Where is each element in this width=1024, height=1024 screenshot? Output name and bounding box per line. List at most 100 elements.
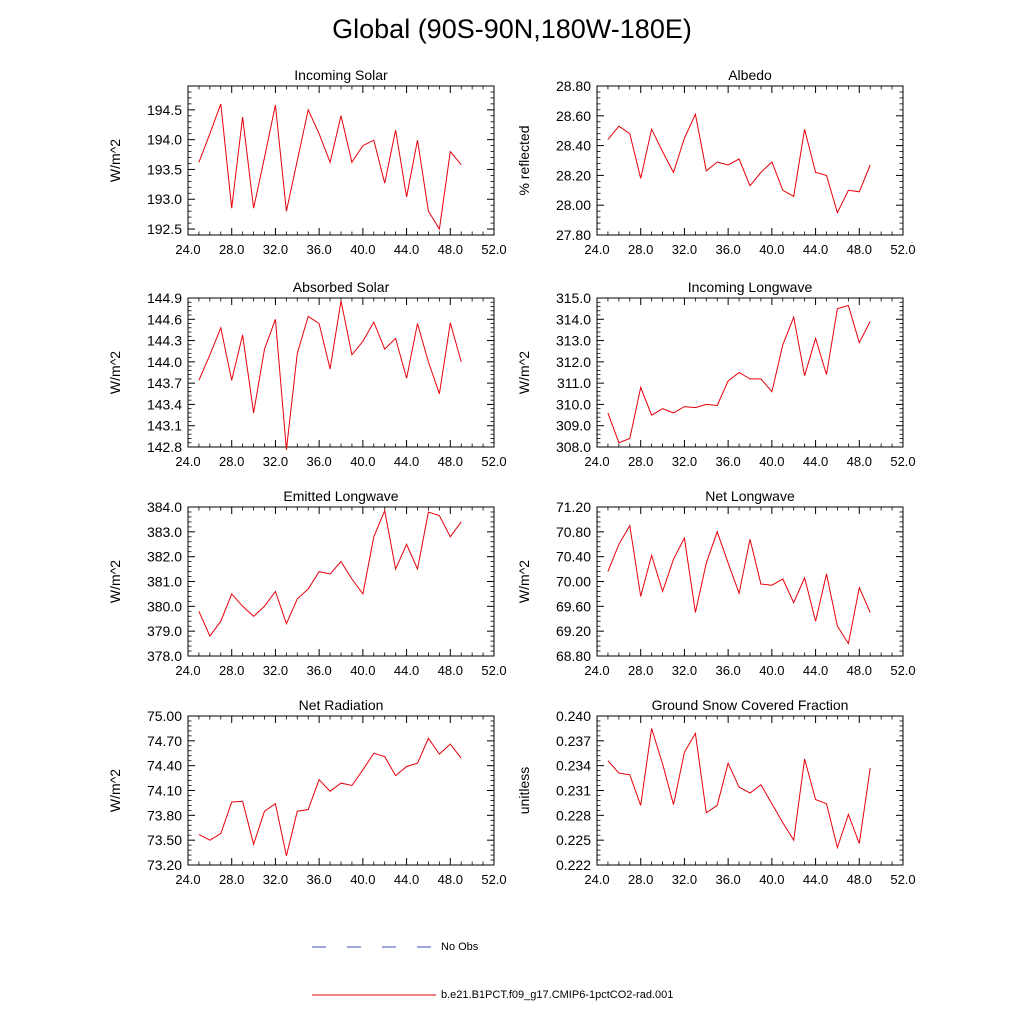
chart-5-xtick-label: 32.0 — [672, 663, 697, 678]
chart-7-xtick-label: 32.0 — [672, 872, 697, 887]
chart-2-ytick-label: 142.8 — [147, 439, 182, 455]
chart-2-xtick-label: 36.0 — [306, 454, 331, 469]
chart-6-ytick-label: 73.20 — [147, 857, 182, 873]
chart-3: Incoming Longwave W/m^2 24.0 28.0 32.0 36.0 40… — [516, 279, 916, 469]
chart-5-xtick-label: 40.0 — [759, 663, 784, 678]
chart-6-xtick-label: 52.0 — [481, 872, 506, 887]
chart-6-ytick-label: 73.80 — [147, 807, 182, 823]
chart-5-xtick-label: 52.0 — [890, 663, 915, 678]
legend-obs-label: No Obs — [441, 941, 479, 953]
chart-1-ytick-label: 28.60 — [556, 108, 591, 124]
chart-5-ytick-label: 70.40 — [556, 549, 591, 565]
chart-6-ytick-label: 75.00 — [147, 708, 182, 724]
chart-6-title: Net Radiation — [299, 697, 384, 713]
chart-1-ytick-label: 28.40 — [556, 138, 591, 154]
chart-0-xtick-label: 40.0 — [350, 242, 375, 257]
chart-3-ytick-label: 310.0 — [556, 396, 591, 412]
chart-5-ytick-label: 68.80 — [556, 648, 591, 664]
chart-5-title: Net Longwave — [705, 488, 795, 504]
chart-3-xtick-label: 36.0 — [715, 454, 740, 469]
chart-1: Albedo % reflected 24.0 28.0 32.0 36.0 40.0 44.… — [516, 67, 916, 257]
chart-1-xtick-label: 24.0 — [584, 242, 609, 257]
chart-2-ytick-label: 143.1 — [147, 418, 182, 434]
chart-3-ytick-label: 314.0 — [556, 311, 591, 327]
chart-0-title: Incoming Solar — [294, 67, 388, 83]
chart-3-ytick-label: 315.0 — [556, 290, 591, 306]
chart-1-xtick-label: 28.0 — [628, 242, 653, 257]
chart-4-xtick-label: 48.0 — [438, 663, 463, 678]
chart-5-series-line — [607, 524, 871, 645]
chart-6-xtick-label: 28.0 — [219, 872, 244, 887]
chart-6-ytick-label: 74.10 — [147, 783, 182, 799]
chart-7-xtick-label: 40.0 — [759, 872, 784, 887]
chart-2: Absorbed Solar W/m^2 24.0 28.0 32.0 36.0 40.0 4… — [107, 279, 507, 469]
chart-2-title: Absorbed Solar — [293, 279, 390, 295]
chart-7-ytick-label: 0.222 — [556, 857, 591, 873]
chart-5-xtick-label: 36.0 — [715, 663, 740, 678]
chart-4-series-line — [198, 508, 462, 638]
chart-7-ylabel: unitless — [516, 767, 532, 814]
chart-0-ytick-label: 193.5 — [147, 161, 182, 177]
chart-0-ytick-label: 192.5 — [147, 221, 182, 237]
chart-2-ytick-label: 143.4 — [147, 396, 182, 412]
chart-0-xtick-label: 44.0 — [394, 242, 419, 257]
chart-7-ytick-label: 0.231 — [556, 783, 591, 799]
chart-2-ytick-label: 144.3 — [147, 333, 182, 349]
chart-0-series-line — [198, 103, 462, 231]
chart-5-xtick-label: 24.0 — [584, 663, 609, 678]
chart-1-ylabel: % reflected — [516, 125, 532, 195]
chart-0-ylabel: W/m^2 — [107, 139, 123, 182]
chart-3-xtick-label: 32.0 — [672, 454, 697, 469]
chart-4-xtick-label: 28.0 — [219, 663, 244, 678]
chart-2-ytick-label: 144.0 — [147, 354, 182, 370]
chart-6-xtick-label: 40.0 — [350, 872, 375, 887]
chart-3-ytick-label: 312.0 — [556, 354, 591, 370]
chart-1-xtick-label: 52.0 — [890, 242, 915, 257]
chart-4-xtick-label: 52.0 — [481, 663, 506, 678]
chart-0: Incoming Solar W/m^2 24.0 28.0 32.0 36.0 40.0 4… — [107, 67, 507, 257]
chart-0-xtick-label: 28.0 — [219, 242, 244, 257]
chart-1-ytick-label: 28.00 — [556, 197, 591, 213]
chart-5: Net Longwave W/m^2 24.0 28.0 32.0 36.0 40.0 44.… — [516, 488, 916, 678]
page-title: Global (90S-90N,180W-180E) — [332, 14, 692, 44]
chart-4-xtick-label: 44.0 — [394, 663, 419, 678]
chart-3-xtick-label: 48.0 — [847, 454, 872, 469]
chart-2-xtick-label: 32.0 — [263, 454, 288, 469]
chart-4-ytick-label: 384.0 — [147, 499, 182, 515]
chart-2-ytick-label: 144.9 — [147, 290, 182, 306]
chart-6-series-line — [198, 737, 462, 857]
chart-6-xtick-label: 44.0 — [394, 872, 419, 887]
chart-1-ytick-label: 27.80 — [556, 227, 591, 243]
chart-7-xtick-label: 28.0 — [628, 872, 653, 887]
chart-3-xtick-label: 44.0 — [803, 454, 828, 469]
chart-2-ytick-label: 143.7 — [147, 375, 182, 391]
chart-7-xtick-label: 24.0 — [584, 872, 609, 887]
chart-6: Net Radiation W/m^2 24.0 28.0 32.0 36.0 40.0 44… — [107, 697, 507, 887]
chart-5-ytick-label: 69.20 — [556, 623, 591, 639]
chart-4-ytick-label: 381.0 — [147, 574, 182, 590]
chart-4: Emitted Longwave W/m^2 24.0 28.0 32.0 36.0 40.… — [107, 488, 507, 678]
chart-0-xtick-label: 52.0 — [481, 242, 506, 257]
chart-2-xtick-label: 52.0 — [481, 454, 506, 469]
chart-1-ytick-label: 28.20 — [556, 167, 591, 183]
chart-4-ytick-label: 380.0 — [147, 598, 182, 614]
chart-4-xtick-label: 24.0 — [175, 663, 200, 678]
chart-6-xtick-label: 32.0 — [263, 872, 288, 887]
chart-1-series-line — [607, 112, 871, 215]
chart-2-ytick-label: 144.6 — [147, 311, 182, 327]
chart-1-xtick-label: 40.0 — [759, 242, 784, 257]
chart-1-ytick-label: 28.80 — [556, 78, 591, 94]
chart-2-xtick-label: 44.0 — [394, 454, 419, 469]
chart-7: Ground Snow Covered Fraction unitless 24.0… — [516, 697, 916, 887]
chart-3-ytick-label: 313.0 — [556, 333, 591, 349]
chart-1-xtick-label: 36.0 — [715, 242, 740, 257]
chart-7-xtick-label: 48.0 — [847, 872, 872, 887]
chart-3-title: Incoming Longwave — [688, 279, 813, 295]
chart-5-ytick-label: 71.20 — [556, 499, 591, 515]
chart-4-title: Emitted Longwave — [283, 488, 398, 504]
chart-0-xtick-label: 32.0 — [263, 242, 288, 257]
chart-3-series-line — [607, 304, 871, 444]
chart-1-xtick-label: 32.0 — [672, 242, 697, 257]
